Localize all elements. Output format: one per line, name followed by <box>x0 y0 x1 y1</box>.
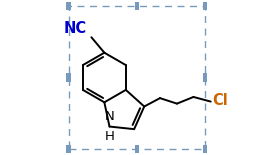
Bar <box>135 144 139 153</box>
Bar <box>66 73 71 82</box>
Text: N: N <box>105 110 115 123</box>
Bar <box>66 144 71 153</box>
Bar <box>66 2 71 11</box>
Text: H: H <box>104 131 115 143</box>
Bar <box>203 73 207 82</box>
Text: Cl: Cl <box>213 93 228 108</box>
Bar <box>203 144 207 153</box>
Bar <box>135 2 139 11</box>
Bar <box>203 2 207 11</box>
Text: NC: NC <box>64 21 87 36</box>
Bar <box>69 6 205 149</box>
